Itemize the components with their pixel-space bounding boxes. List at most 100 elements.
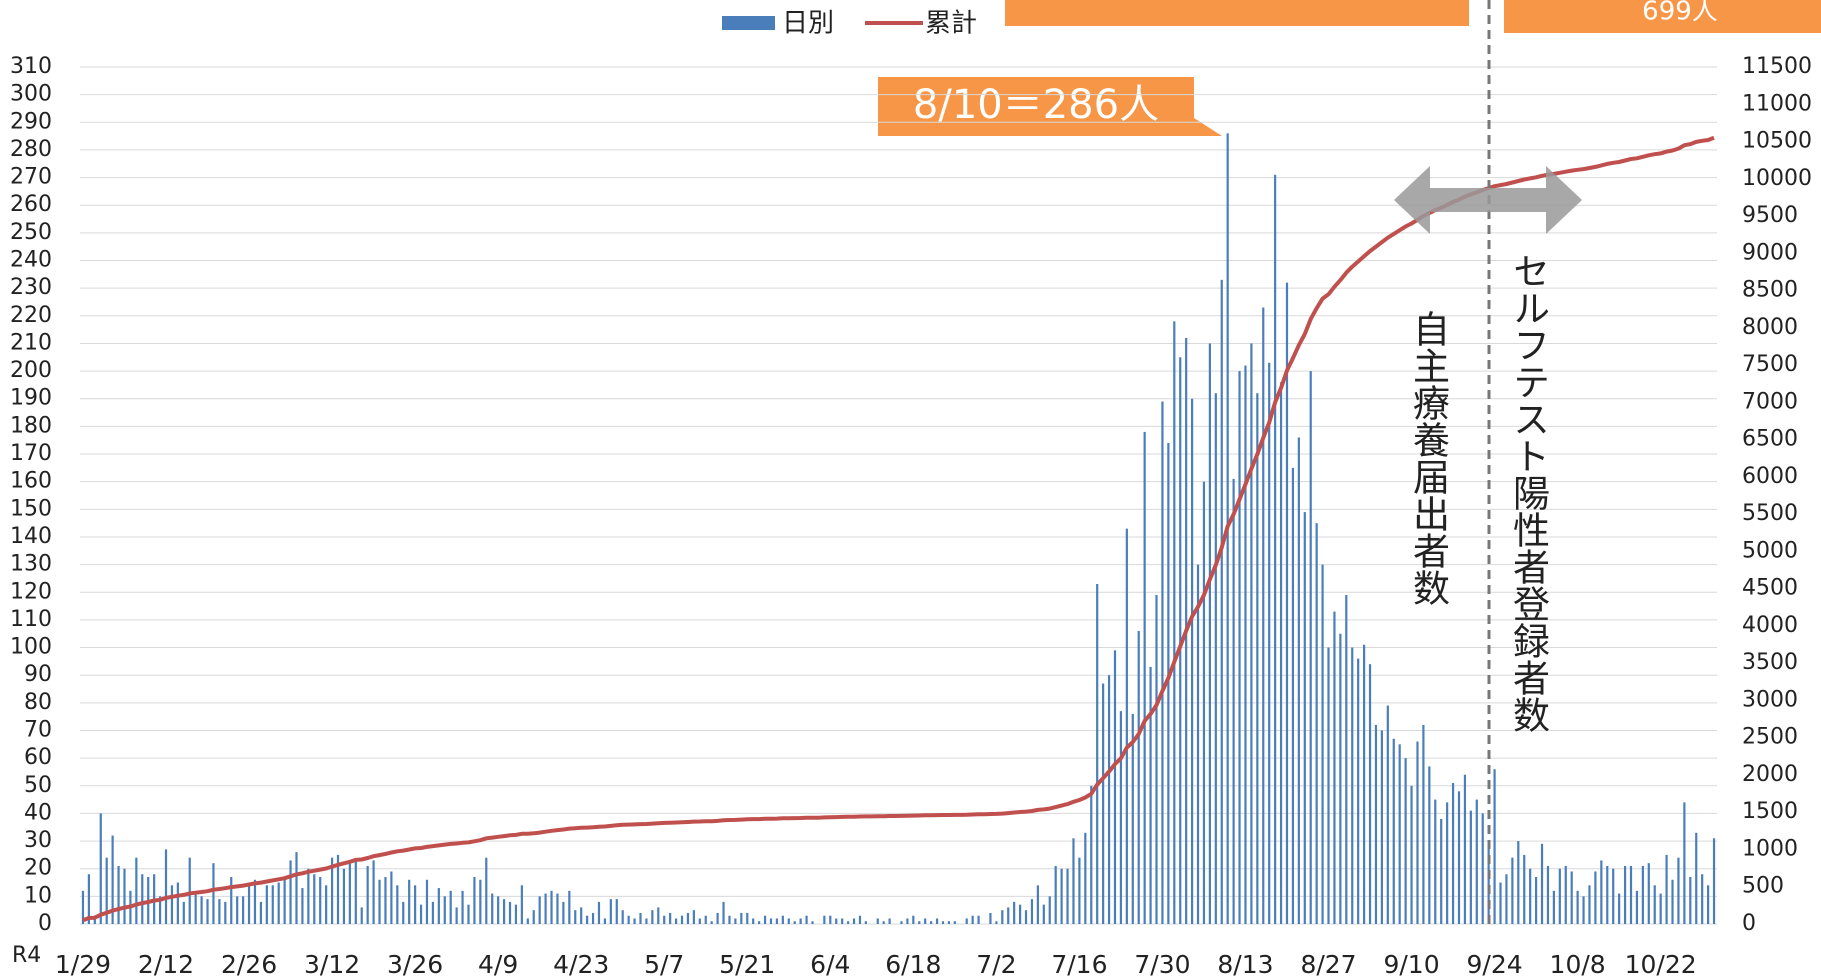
bar — [787, 918, 790, 924]
bar — [1665, 854, 1668, 924]
bar — [1428, 766, 1431, 924]
x-tick-label: 7/30 — [1134, 950, 1190, 979]
bar — [763, 915, 767, 924]
bar — [1629, 865, 1633, 924]
x-tick-label: 7/2 — [976, 950, 1016, 979]
bar — [823, 915, 826, 924]
bar — [1143, 431, 1146, 924]
note-text: 699人 — [1642, 0, 1718, 27]
bar — [360, 907, 363, 924]
bar — [1268, 362, 1271, 924]
bar — [752, 918, 755, 924]
bar — [1606, 865, 1609, 924]
bar — [1398, 744, 1401, 924]
y2-tick-label: 7500 — [1742, 352, 1798, 377]
y2-tick-label: 6000 — [1742, 464, 1798, 489]
bar — [734, 918, 737, 924]
bar — [918, 921, 921, 924]
bar — [1351, 647, 1354, 924]
bar — [313, 874, 316, 924]
bar — [728, 915, 731, 924]
bar — [1220, 279, 1223, 924]
bar — [520, 885, 523, 924]
bar — [1119, 711, 1123, 924]
bar — [390, 871, 393, 924]
bar — [1410, 785, 1413, 924]
y-tick-label: 100 — [10, 635, 52, 660]
y2-tick-label: 500 — [1742, 874, 1784, 899]
bar — [1534, 877, 1538, 924]
bar — [467, 904, 470, 924]
axis-prefix: R4 — [12, 943, 41, 968]
bar — [852, 918, 856, 924]
double-arrow — [1394, 166, 1582, 234]
bar — [651, 910, 654, 924]
cumulative-line — [82, 135, 1715, 923]
bar — [1529, 868, 1532, 924]
legend-swatch — [722, 16, 775, 30]
bar — [912, 915, 915, 924]
bar — [704, 915, 707, 924]
bar — [1422, 724, 1425, 924]
bar — [1001, 910, 1004, 924]
bar — [212, 863, 215, 924]
vertical-note: セルフテスト陽性者登録者数 — [1507, 252, 1551, 733]
x-tick-label: 2/12 — [138, 950, 194, 979]
bar — [1084, 832, 1087, 924]
bar — [562, 901, 565, 924]
bar — [680, 915, 684, 924]
bar — [1054, 865, 1057, 924]
bar — [176, 882, 179, 924]
bar — [1214, 393, 1217, 924]
bar — [615, 899, 618, 924]
x-tick-label: 9/10 — [1383, 950, 1439, 979]
bar — [1523, 854, 1526, 924]
y-tick-label: 220 — [10, 303, 52, 328]
bar — [591, 912, 595, 924]
bar — [769, 918, 773, 924]
x-tick-label: 5/7 — [644, 950, 684, 979]
bar — [758, 921, 761, 924]
y-tick-label: 130 — [10, 552, 52, 577]
bar — [775, 918, 779, 924]
bar — [366, 865, 369, 924]
bar — [930, 921, 933, 924]
y2-tick-label: 3000 — [1742, 687, 1798, 712]
bar — [443, 896, 446, 924]
y2-tick-label: 11500 — [1742, 54, 1812, 79]
bar — [1552, 890, 1555, 924]
bar — [1291, 467, 1295, 924]
y-tick-label: 240 — [10, 248, 52, 273]
bar — [1303, 512, 1306, 924]
bar — [1463, 774, 1467, 924]
y2-tick-label: 11000 — [1742, 91, 1812, 116]
bar — [1374, 724, 1378, 924]
bar — [906, 918, 909, 924]
y2-tick-label: 7000 — [1742, 389, 1798, 414]
bar — [924, 918, 927, 924]
bar — [1540, 843, 1544, 924]
y-tick-label: 290 — [10, 109, 52, 134]
y2-tick-label: 4000 — [1742, 613, 1798, 638]
bar — [1653, 885, 1656, 924]
x-tick-label: 8/13 — [1217, 950, 1273, 979]
bar — [461, 890, 464, 924]
bar — [698, 918, 701, 924]
y-tick-label: 210 — [10, 330, 52, 355]
bar — [419, 904, 423, 924]
bar — [1469, 810, 1472, 924]
bar — [81, 890, 85, 924]
bar — [995, 921, 998, 924]
bar — [87, 874, 90, 924]
y-tick-label: 40 — [24, 800, 52, 825]
bar — [1517, 841, 1520, 924]
y2-tick-label: 10000 — [1742, 166, 1812, 191]
bar — [965, 918, 968, 924]
bar — [888, 918, 891, 924]
bar — [1321, 564, 1324, 924]
bar — [230, 877, 233, 924]
bar — [1018, 904, 1022, 924]
y-tick-label: 270 — [10, 165, 52, 190]
bar — [1362, 644, 1366, 924]
